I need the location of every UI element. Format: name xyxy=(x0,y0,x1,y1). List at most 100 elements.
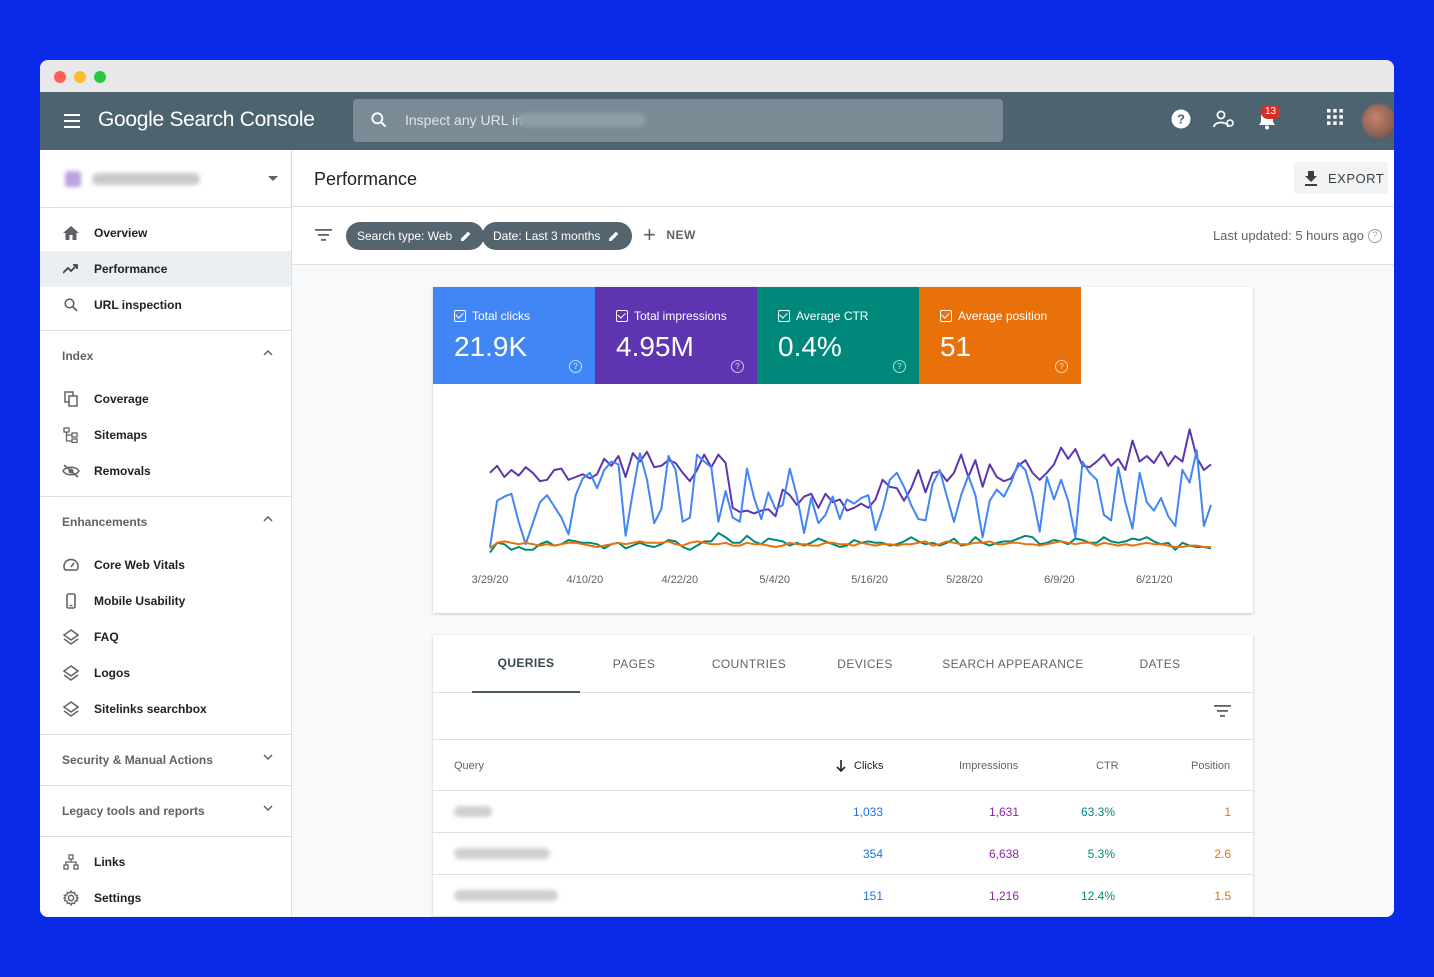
x-tick-label: 4/10/20 xyxy=(567,574,604,586)
sidebar-item-overview[interactable]: Overview xyxy=(40,215,291,251)
sidebar-item-settings[interactable]: Settings xyxy=(40,880,291,916)
sidebar-item-performance[interactable]: Performance xyxy=(40,251,291,287)
help-icon[interactable]: ? xyxy=(1171,109,1191,129)
main-content: Performance EXPORT Search type: Web Date… xyxy=(292,150,1394,917)
chip-label: Date: Last 3 months xyxy=(493,229,601,243)
sidebar-item-sitemaps[interactable]: Sitemaps xyxy=(40,417,291,453)
sort-down-icon[interactable] xyxy=(836,760,846,775)
clicks-value: 354 xyxy=(862,847,883,861)
tab-dates[interactable]: DATES xyxy=(1139,657,1181,671)
avatar[interactable] xyxy=(1362,104,1394,138)
checkbox-icon[interactable] xyxy=(940,310,952,322)
menu-icon[interactable] xyxy=(64,114,80,128)
tab-search-appearance[interactable]: SEARCH APPEARANCE xyxy=(942,657,1084,671)
sidebar-item-mobile-usability[interactable]: Mobile Usability xyxy=(40,583,291,619)
new-filter-button[interactable]: + NEW xyxy=(643,224,696,246)
column-query[interactable]: Query xyxy=(454,760,484,772)
sidebar-item-sitelinks-searchbox[interactable]: Sitelinks searchbox xyxy=(40,691,291,727)
apps-grid-icon[interactable] xyxy=(1327,109,1343,125)
chevron-down-icon xyxy=(263,754,273,760)
filter-bar: Search type: Web Date: Last 3 months + N… xyxy=(292,207,1394,265)
property-favicon xyxy=(65,171,81,187)
help-icon[interactable]: ? xyxy=(569,360,582,373)
chart-series-line xyxy=(489,449,1212,548)
date-range-chip[interactable]: Date: Last 3 months xyxy=(482,222,633,250)
table-row[interactable]: 354 6,638 5.3% 2.6 xyxy=(433,833,1253,875)
maximize-window-button[interactable] xyxy=(94,71,106,83)
export-button[interactable]: EXPORT xyxy=(1294,162,1388,194)
edit-icon xyxy=(461,231,471,241)
sidebar-item-label: Sitelinks searchbox xyxy=(94,702,207,716)
minimize-window-button[interactable] xyxy=(74,71,86,83)
metric-average-ctr[interactable]: Average CTR 0.4% ? xyxy=(757,287,919,384)
search-type-chip[interactable]: Search type: Web xyxy=(346,222,485,250)
table-row[interactable]: 1,033 1,631 63.3% 1 xyxy=(433,791,1253,833)
tab-devices[interactable]: DEVICES xyxy=(837,657,893,671)
x-tick-label: 5/4/20 xyxy=(759,574,790,586)
section-title: Enhancements xyxy=(62,515,148,529)
impressions-value: 6,638 xyxy=(988,847,1019,861)
help-icon[interactable]: ? xyxy=(731,360,744,373)
column-clicks[interactable]: Clicks xyxy=(854,760,884,772)
blurred-query xyxy=(454,890,558,901)
new-label: NEW xyxy=(666,228,696,242)
sidebar-item-removals[interactable]: Removals xyxy=(40,453,291,489)
sidebar-item-url-inspection[interactable]: URL inspection xyxy=(40,287,291,323)
performance-line-chart[interactable]: 3/29/20 4/10/20 4/22/20 5/4/20 5/16/20 5/28/2… xyxy=(433,384,1253,613)
caret-down-icon xyxy=(268,176,278,181)
x-tick-label: 6/9/20 xyxy=(1044,574,1075,586)
sidebar-item-label: Coverage xyxy=(94,392,149,406)
tab-queries[interactable]: QUERIES xyxy=(472,635,580,693)
section-title: Security & Manual Actions xyxy=(62,753,213,767)
sidebar-item-core-web-vitals[interactable]: Core Web Vitals xyxy=(40,547,291,583)
chevron-down-icon xyxy=(263,805,273,811)
column-position[interactable]: Position xyxy=(1191,760,1231,772)
metric-average-position[interactable]: Average position 51 ? xyxy=(919,287,1081,384)
url-inspect-search[interactable]: Inspect any URL in xyxy=(353,99,1003,142)
column-ctr[interactable]: CTR xyxy=(1096,760,1119,772)
checkbox-icon[interactable] xyxy=(616,310,628,322)
column-impressions[interactable]: Impressions xyxy=(959,760,1019,772)
sidebar-item-logos[interactable]: Logos xyxy=(40,655,291,691)
filter-icon[interactable] xyxy=(1214,705,1231,717)
download-icon xyxy=(1305,171,1317,186)
x-tick-label: 3/29/20 xyxy=(472,574,509,586)
metric-value: 51 xyxy=(940,331,972,362)
user-settings-icon[interactable] xyxy=(1213,109,1235,129)
sidebar-item-faq[interactable]: FAQ xyxy=(40,619,291,655)
help-icon[interactable]: ? xyxy=(1368,228,1382,243)
close-window-button[interactable] xyxy=(54,71,66,83)
sidebar-item-label: Sitemaps xyxy=(94,428,148,442)
section-index[interactable]: Index xyxy=(40,331,291,381)
x-tick-label: 4/22/20 xyxy=(661,574,698,586)
app-logo[interactable]: Google Search Console xyxy=(98,108,315,131)
chevron-up-icon xyxy=(263,516,273,522)
sidebar-item-label: Performance xyxy=(94,262,168,276)
section-enhancements[interactable]: Enhancements xyxy=(40,497,291,547)
table-row[interactable]: 151 1,216 12.4% 1.5 xyxy=(433,875,1253,917)
help-icon[interactable]: ? xyxy=(1055,360,1068,373)
metric-total-clicks[interactable]: Total clicks 21.9K ? xyxy=(433,287,595,384)
sidebar-item-links[interactable]: Links xyxy=(40,844,291,880)
section-security[interactable]: Security & Manual Actions xyxy=(40,735,291,785)
sidebar-item-coverage[interactable]: Coverage xyxy=(40,381,291,417)
filter-icon[interactable] xyxy=(315,229,332,241)
section-legacy[interactable]: Legacy tools and reports xyxy=(40,786,291,836)
x-tick-label: 6/21/20 xyxy=(1136,574,1173,586)
position-value: 2.6 xyxy=(1214,847,1231,861)
section-title: Index xyxy=(62,349,94,363)
blurred-query xyxy=(454,848,550,859)
property-selector[interactable] xyxy=(40,150,291,208)
metric-label: Average CTR xyxy=(796,309,869,323)
checkbox-icon[interactable] xyxy=(778,310,790,322)
impressions-value: 1,631 xyxy=(988,805,1019,819)
last-updated: Last updated: 5 hours ago ? xyxy=(1213,228,1382,243)
metric-total-impressions[interactable]: Total impressions 4.95M ? xyxy=(595,287,757,384)
tab-pages[interactable]: PAGES xyxy=(612,657,656,671)
app-bar: Google Search Console Inspect any URL in… xyxy=(40,92,1394,150)
help-icon[interactable]: ? xyxy=(893,360,906,373)
tab-countries[interactable]: COUNTRIES xyxy=(711,657,787,671)
ctr-value: 5.3% xyxy=(1087,847,1115,861)
ctr-value: 63.3% xyxy=(1080,805,1115,819)
checkbox-icon[interactable] xyxy=(454,310,466,322)
